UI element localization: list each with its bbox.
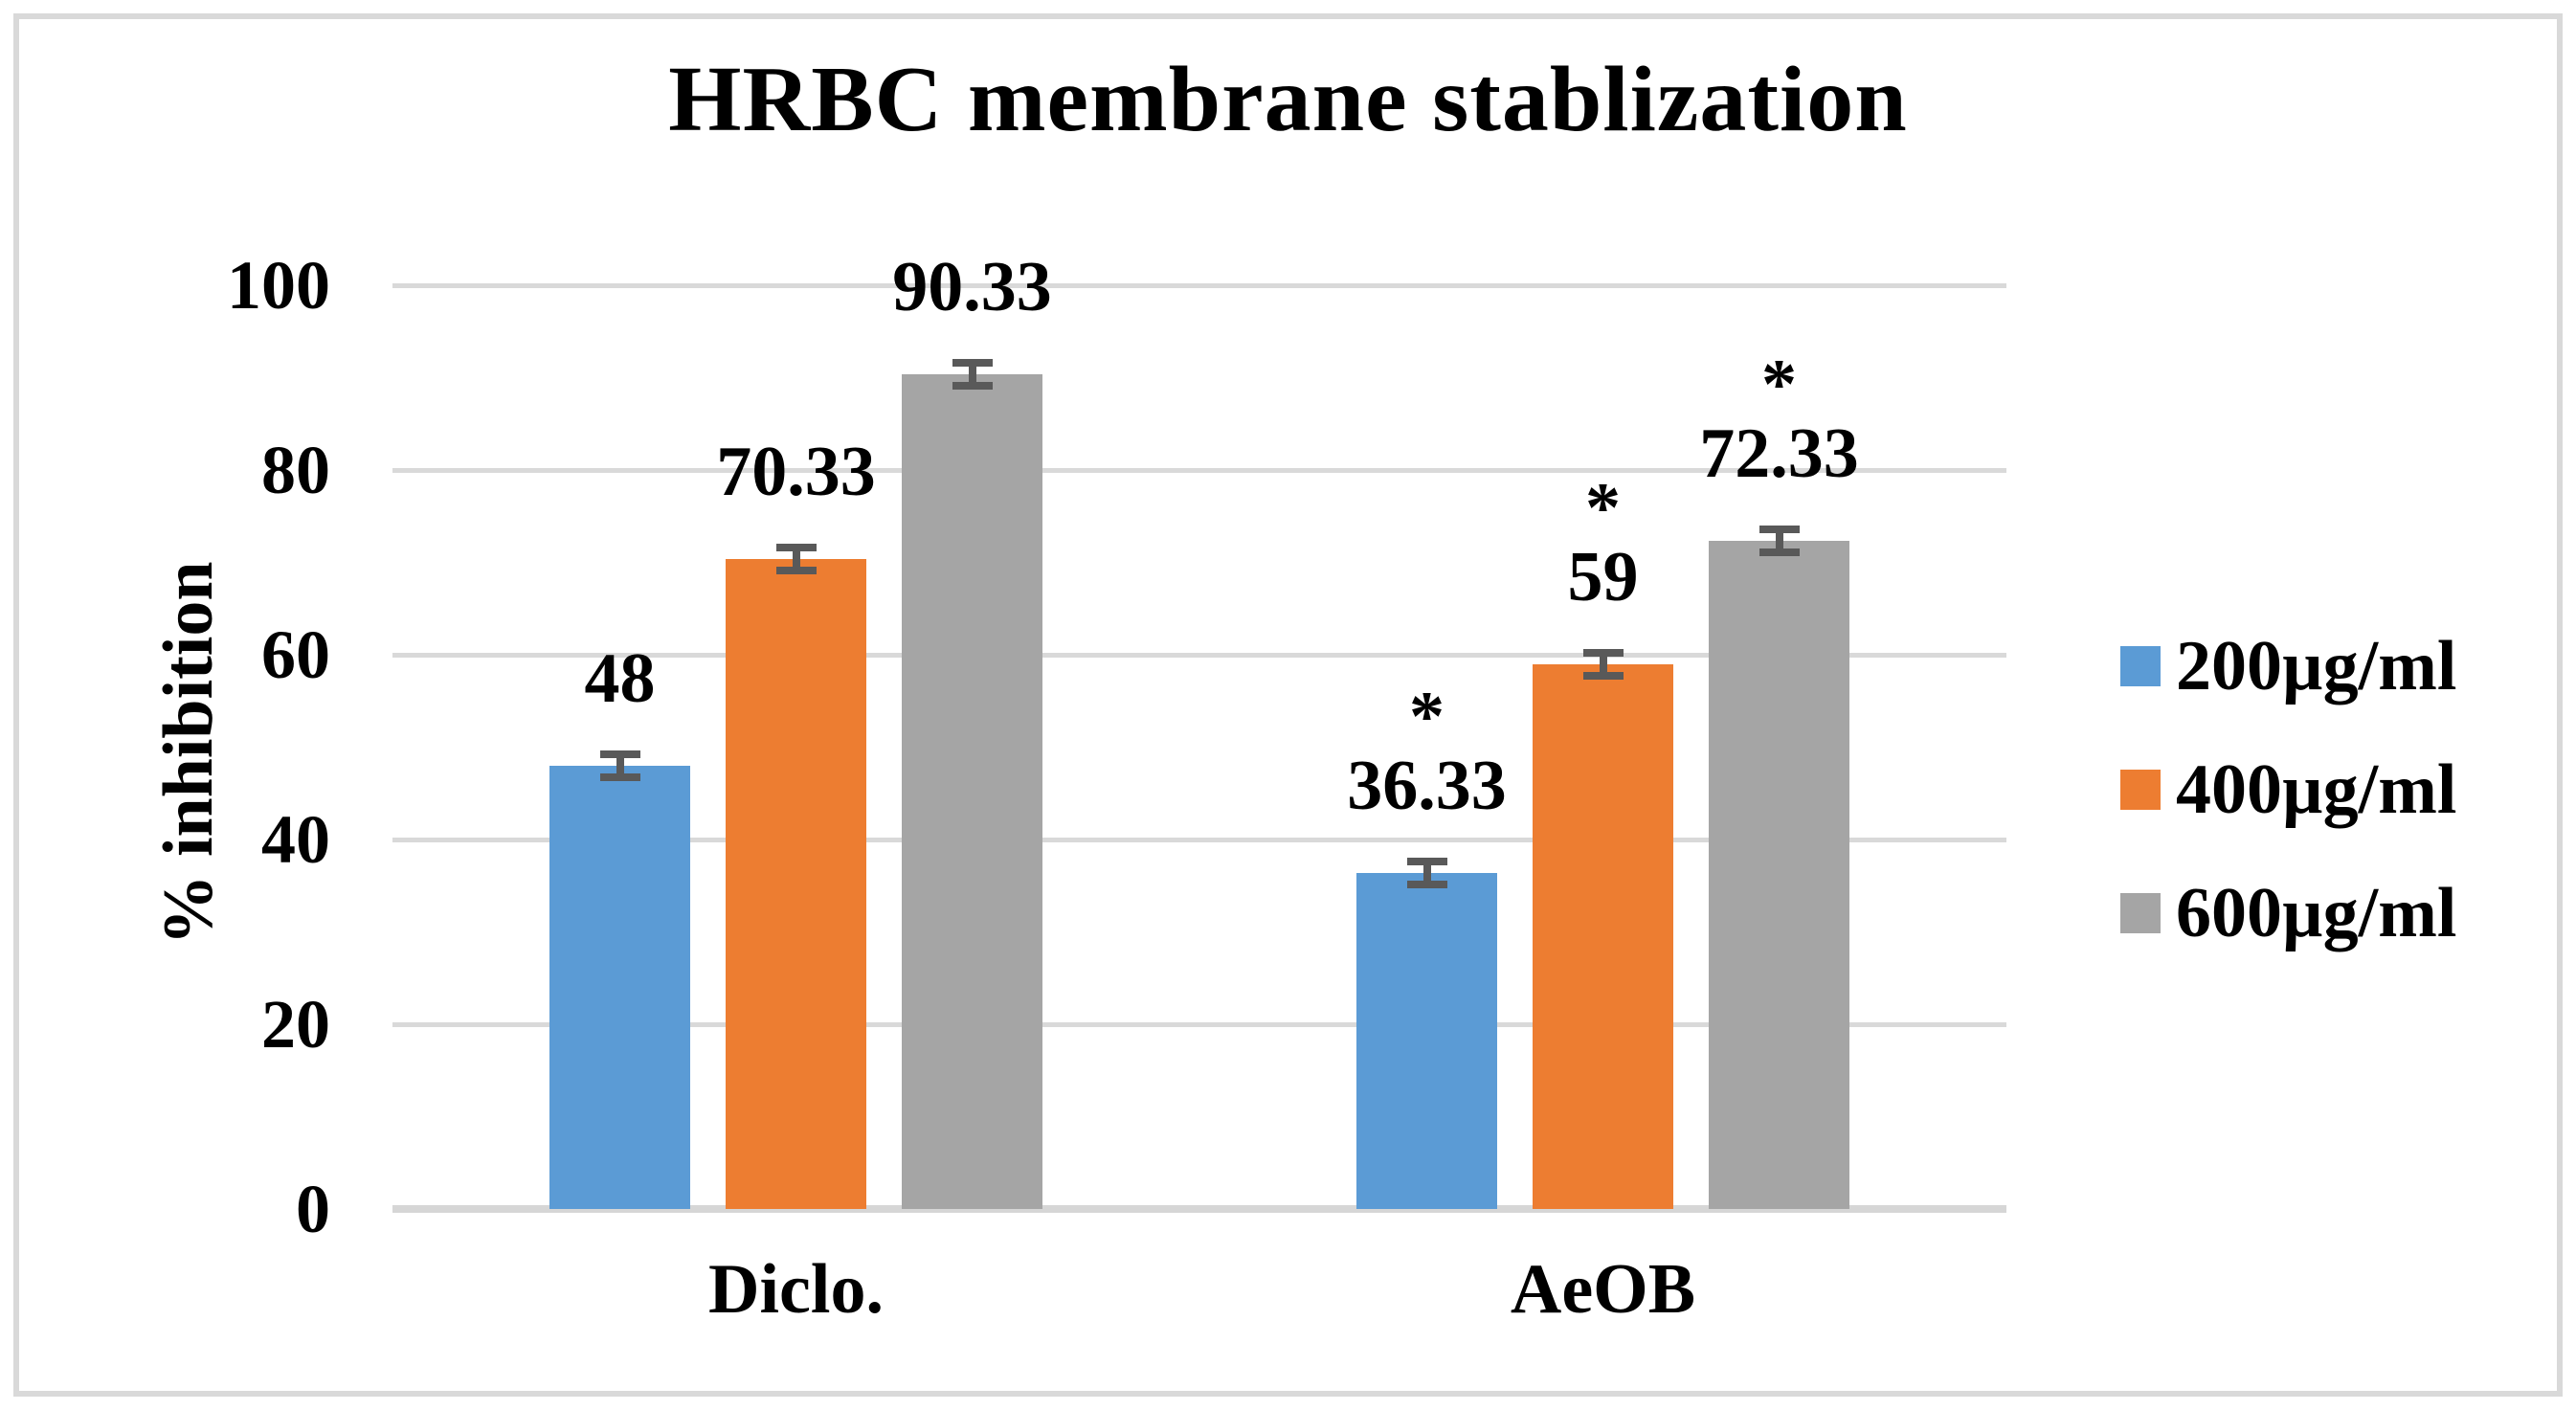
error-bar-aeob200gml bbox=[1406, 858, 1447, 889]
error-bar-line bbox=[1422, 858, 1431, 889]
significance-star-aeob600gml: * bbox=[1761, 346, 1797, 425]
gridline-60 bbox=[392, 652, 2006, 658]
error-bar-diclo600gml bbox=[952, 359, 993, 391]
legend-item-400gml: 400µg/ml bbox=[2120, 751, 2456, 828]
error-bar-cap-top bbox=[1758, 525, 1800, 533]
y-tick-label-20: 20 bbox=[261, 986, 330, 1063]
data-label-aeob600gml: 72.33 bbox=[1699, 414, 1859, 494]
error-bar-line bbox=[792, 544, 800, 575]
error-bar-cap-top bbox=[952, 359, 993, 368]
bar-diclo200gml bbox=[549, 765, 690, 1209]
legend-item-200gml: 200µg/ml bbox=[2120, 628, 2456, 705]
x-category-label-diclo: Diclo. bbox=[708, 1250, 884, 1329]
error-bar-diclo200gml bbox=[599, 750, 640, 781]
legend-label-600gml: 600µg/ml bbox=[2176, 874, 2457, 952]
error-bar-diclo400gml bbox=[775, 544, 817, 575]
gridline-40 bbox=[392, 837, 2006, 842]
plot-area: 48 70.33 90.33 36.33 * 59 * 72.33 * bbox=[392, 250, 2006, 1213]
error-bar-cap-bottom bbox=[952, 382, 993, 391]
error-bar-cap-bottom bbox=[1406, 881, 1447, 889]
error-bar-line bbox=[616, 750, 624, 781]
bar-aeob200gml bbox=[1356, 873, 1497, 1209]
data-label-diclo400gml: 70.33 bbox=[716, 433, 876, 512]
legend-label-400gml: 400µg/ml bbox=[2176, 750, 2457, 829]
error-bar-cap-top bbox=[599, 750, 640, 758]
legend-swatch-200gml bbox=[2120, 646, 2161, 686]
data-label-diclo200gml: 48 bbox=[584, 638, 656, 718]
bar-diclo600gml bbox=[902, 374, 1042, 1209]
y-tick-label-40: 40 bbox=[261, 801, 330, 878]
x-axis-baseline bbox=[392, 1205, 2006, 1213]
legend-swatch-400gml bbox=[2120, 770, 2161, 810]
data-label-aeob400gml: 59 bbox=[1567, 537, 1639, 616]
x-category-label-aeob: AeOB bbox=[1510, 1250, 1696, 1329]
error-bar-aeob400gml bbox=[1582, 648, 1624, 680]
legend: 200µg/ml 400µg/ml 600µg/ml bbox=[2120, 628, 2456, 998]
legend-swatch-600gml bbox=[2120, 893, 2161, 933]
y-tick-label-0: 0 bbox=[296, 1171, 330, 1247]
error-bar-cap-bottom bbox=[775, 567, 817, 575]
gridline-80 bbox=[392, 467, 2006, 473]
data-label-diclo600gml: 90.33 bbox=[892, 248, 1052, 327]
error-bar-cap-top bbox=[1406, 858, 1447, 866]
bar-diclo400gml bbox=[726, 559, 866, 1209]
error-bar-cap-top bbox=[1582, 648, 1624, 657]
significance-star-aeob400gml: * bbox=[1585, 468, 1621, 548]
bar-aeob400gml bbox=[1533, 663, 1673, 1209]
gridline-20 bbox=[392, 1021, 2006, 1027]
chart-title: HRBC membrane stablization bbox=[668, 48, 1908, 151]
y-tick-label-60: 60 bbox=[261, 616, 330, 693]
error-bar-line bbox=[1775, 525, 1783, 557]
legend-item-600gml: 600µg/ml bbox=[2120, 875, 2456, 951]
chart-border-frame bbox=[13, 13, 2563, 1397]
error-bar-cap-bottom bbox=[599, 772, 640, 781]
error-bar-cap-bottom bbox=[1758, 548, 1800, 557]
error-bar-cap-bottom bbox=[1582, 671, 1624, 680]
error-bar-line bbox=[1599, 648, 1607, 680]
data-label-aeob200gml: 36.33 bbox=[1347, 747, 1507, 826]
error-bar-cap-top bbox=[775, 544, 817, 552]
error-bar-aeob600gml bbox=[1758, 525, 1800, 557]
y-tick-label-100: 100 bbox=[227, 247, 330, 324]
significance-star-aeob200gml: * bbox=[1409, 678, 1445, 757]
y-tick-label-80: 80 bbox=[261, 432, 330, 508]
bar-aeob600gml bbox=[1709, 541, 1849, 1209]
gridline-100 bbox=[392, 282, 2006, 288]
legend-label-200gml: 200µg/ml bbox=[2176, 627, 2457, 705]
y-axis-title: % inhibition bbox=[148, 561, 228, 946]
error-bar-line bbox=[968, 359, 976, 391]
